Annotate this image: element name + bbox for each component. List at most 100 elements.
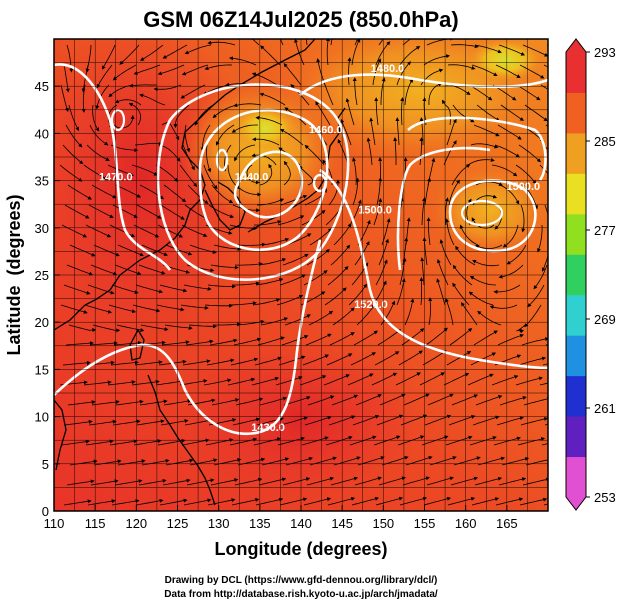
streamline bbox=[160, 204, 185, 220]
streamline bbox=[395, 372, 421, 386]
streamline bbox=[539, 382, 548, 386]
streamline bbox=[489, 304, 518, 310]
streamline bbox=[231, 124, 258, 133]
streamline bbox=[117, 459, 146, 466]
streamline bbox=[96, 64, 113, 89]
streamline bbox=[366, 137, 373, 166]
streamline bbox=[298, 165, 314, 186]
streamline bbox=[184, 204, 209, 220]
streamline bbox=[227, 164, 240, 190]
credit-line-2: Data from http://database.rish.kyoto-u.a… bbox=[164, 589, 438, 600]
streamline bbox=[173, 104, 190, 129]
streamline bbox=[134, 360, 163, 366]
streamline bbox=[515, 164, 537, 185]
streamline bbox=[520, 204, 526, 233]
colorbar-segment bbox=[566, 254, 586, 296]
streamline bbox=[252, 298, 281, 306]
colorbar-min-arrow bbox=[566, 497, 586, 510]
streamline bbox=[445, 297, 454, 326]
streamline bbox=[540, 84, 548, 90]
streamline bbox=[88, 204, 114, 218]
x-tick-label: 160 bbox=[455, 516, 477, 531]
streamline bbox=[64, 204, 90, 219]
contour-line bbox=[233, 150, 304, 219]
streamline bbox=[129, 83, 157, 88]
streamline bbox=[303, 270, 328, 286]
streamline bbox=[133, 439, 162, 446]
streamline bbox=[113, 340, 142, 346]
streamline bbox=[141, 244, 168, 257]
streamline bbox=[180, 84, 206, 99]
streamline bbox=[230, 357, 259, 366]
streamline bbox=[110, 360, 139, 366]
streamline bbox=[134, 141, 163, 146]
streamline bbox=[372, 58, 381, 86]
x-tick-label: 165 bbox=[496, 516, 518, 531]
contour-label: 1520.0 bbox=[354, 299, 388, 311]
streamline bbox=[500, 104, 524, 121]
y-axis-title: Latitude (degrees) bbox=[4, 194, 24, 355]
streamline bbox=[309, 227, 333, 246]
colorbar-segment bbox=[566, 173, 586, 215]
streamline bbox=[348, 283, 368, 306]
high-center-marker bbox=[460, 199, 504, 227]
coastline-vietnam bbox=[54, 399, 67, 471]
streamline bbox=[328, 179, 340, 206]
streamline bbox=[376, 177, 383, 206]
streamline bbox=[111, 284, 139, 294]
streamline bbox=[282, 253, 309, 266]
streamline bbox=[159, 498, 188, 506]
streamline bbox=[476, 104, 500, 122]
streamline bbox=[498, 44, 526, 56]
streamline bbox=[333, 223, 352, 246]
colorbar-segment bbox=[566, 213, 586, 255]
streamline bbox=[61, 439, 90, 446]
contour-line bbox=[448, 179, 537, 253]
streamline bbox=[211, 398, 240, 406]
streamline bbox=[139, 399, 168, 406]
streamline bbox=[326, 353, 353, 366]
streamline bbox=[135, 498, 164, 506]
streamline bbox=[474, 44, 502, 54]
streamline bbox=[307, 395, 335, 406]
colorbar-segment bbox=[566, 456, 586, 498]
streamline bbox=[113, 114, 135, 129]
streamline bbox=[229, 56, 257, 66]
streamline bbox=[108, 304, 137, 314]
streamline bbox=[329, 332, 355, 346]
streamline bbox=[212, 104, 238, 119]
streamline bbox=[162, 44, 188, 59]
colorbar-segment bbox=[566, 132, 586, 174]
streamline bbox=[181, 438, 210, 446]
streamline bbox=[303, 497, 332, 506]
streamline bbox=[302, 354, 330, 366]
streamline bbox=[186, 478, 215, 486]
streamline bbox=[254, 356, 282, 366]
longitude-ticks: 110 115 120 125 130 135 140 145 150 155 160 165 bbox=[44, 505, 518, 531]
streamline bbox=[491, 164, 518, 177]
streamline bbox=[89, 341, 118, 346]
streamline bbox=[280, 129, 304, 146]
streamline bbox=[542, 363, 548, 366]
streamline bbox=[396, 61, 412, 86]
streamline bbox=[187, 184, 209, 205]
colorbar-segments bbox=[566, 39, 586, 510]
streamline bbox=[278, 355, 306, 366]
streamline bbox=[450, 44, 479, 49]
x-tick-label: 115 bbox=[85, 516, 106, 531]
streamline bbox=[451, 164, 471, 186]
streamline bbox=[375, 496, 404, 506]
streamline bbox=[516, 324, 526, 334]
streamline bbox=[253, 437, 282, 446]
latitude-ticks: 0 5 10 15 20 25 30 35 40 45 bbox=[35, 79, 60, 519]
streamline bbox=[516, 84, 541, 101]
streamline bbox=[109, 439, 138, 446]
colorbar-segment bbox=[566, 416, 586, 458]
streamline bbox=[233, 337, 262, 346]
colorbar-ticks: 293 285 277 269 261 253 bbox=[586, 45, 616, 505]
contour-label: 1460.0 bbox=[309, 124, 343, 136]
streamline bbox=[497, 124, 522, 140]
streamline bbox=[304, 415, 332, 426]
streamline bbox=[185, 339, 214, 346]
